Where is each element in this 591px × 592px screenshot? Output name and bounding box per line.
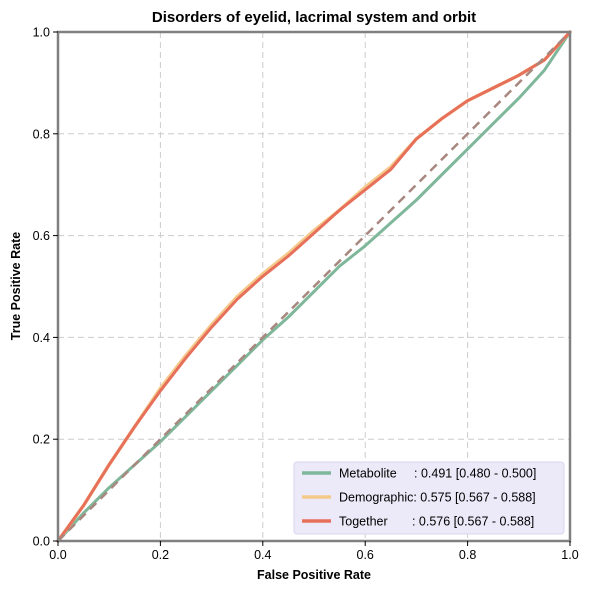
x-tick-label: 0.2 — [152, 548, 169, 562]
chart-title: Disorders of eyelid, lacrimal system and… — [152, 9, 476, 26]
legend-label-demographic: Demographic: 0.575 [0.567 - 0.588] — [339, 491, 536, 505]
y-tick-label: 0.2 — [33, 433, 50, 447]
x-tick-label: 0.6 — [357, 548, 374, 562]
series-line-metabolite — [56, 30, 572, 543]
x-axis-label: False Positive Rate — [257, 568, 371, 582]
legend-box — [293, 461, 565, 535]
y-axis-ticks: 0.0 0.2 0.4 0.6 0.8 1.0 — [33, 26, 58, 549]
series-group — [56, 30, 572, 543]
y-tick-label: 0.8 — [33, 127, 50, 141]
x-tick-label: 0.8 — [459, 548, 476, 562]
legend: Metabolite : 0.491 [0.480 - 0.500] Demogr… — [293, 461, 565, 535]
x-tick-label: 1.0 — [561, 548, 578, 562]
x-axis-ticks: 0.0 0.2 0.4 0.6 0.8 1.0 — [49, 541, 579, 562]
y-tick-label: 0.4 — [33, 331, 50, 345]
x-tick-label: 0.4 — [254, 548, 271, 562]
diagonal-reference — [57, 31, 571, 542]
y-tick-label: 0.0 — [33, 535, 50, 549]
plot-frame — [56, 30, 572, 543]
legend-label-metabolite: Metabolite : 0.491 [0.480 - 0.500] — [339, 467, 536, 481]
grid-lines — [58, 32, 570, 541]
y-axis-label: True Positive Rate — [9, 232, 23, 340]
series-line-together — [56, 30, 572, 543]
y-tick-label: 0.6 — [33, 229, 50, 243]
diagonal-line — [57, 31, 571, 542]
y-tick-label: 1.0 — [33, 26, 50, 40]
x-tick-label: 0.0 — [49, 548, 66, 562]
legend-label-together: Together : 0.576 [0.567 - 0.588] — [339, 515, 534, 529]
